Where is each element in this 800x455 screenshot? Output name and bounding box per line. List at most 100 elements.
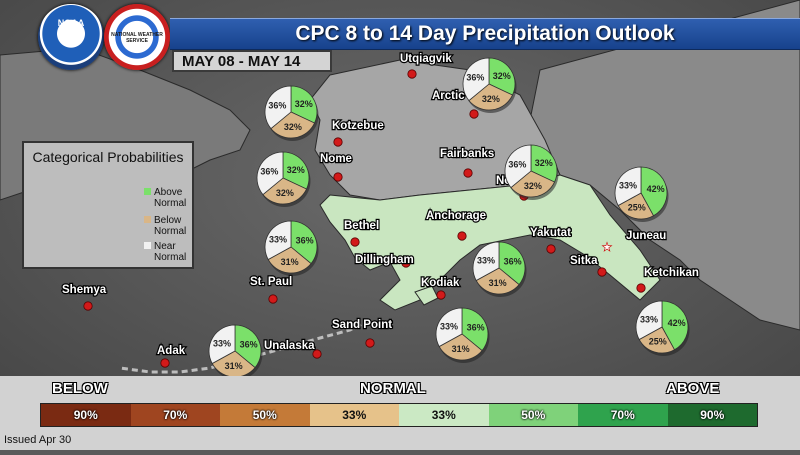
city-label-ketchikan: Ketchikan — [644, 267, 699, 279]
pie-label-near: 36% — [260, 167, 278, 177]
scale-below-label: BELOW — [52, 380, 108, 397]
pie-label-above: 36% — [296, 236, 314, 246]
outlook-pie-kodiak: 36% 31% 33% — [435, 307, 490, 363]
city-dot-bethel — [350, 237, 360, 247]
city-label-nome: Nome — [320, 153, 352, 165]
city-dot-sand-point — [365, 338, 375, 348]
key-below-swatch — [144, 216, 151, 223]
scale-segment-label: 33% — [431, 408, 456, 422]
city-label-dillingham: Dillingham — [355, 254, 414, 266]
pie-label-above: 36% — [467, 323, 485, 333]
scale-segment: 50% — [488, 404, 578, 426]
pie-slice-below — [475, 267, 520, 295]
pie-slice-near — [635, 300, 663, 341]
city-dot-ketchikan — [636, 283, 646, 293]
pie-slice-above — [234, 324, 262, 369]
scale-segment: 90% — [667, 404, 757, 426]
city-label-kotzebue: Kotzebue — [332, 120, 384, 132]
outlook-pie-northway: 32% 32% 36% — [504, 144, 559, 200]
pie-label-above: 42% — [647, 184, 665, 194]
pie-label-below: 25% — [649, 336, 667, 346]
pie-label-below: 31% — [489, 278, 507, 288]
pie-slice-below — [438, 333, 483, 361]
pie-label-below: 25% — [628, 202, 646, 212]
scale-segment-label: 90% — [73, 408, 98, 422]
outlook-pie-ketchikan: 42%25% 33% — [635, 300, 690, 356]
pie-slice-near — [435, 307, 463, 348]
outlook-pie-bethel: 36% 31% 33% — [264, 220, 319, 276]
scale-segment: 33% — [399, 404, 489, 426]
city-dot-nome — [333, 172, 343, 182]
city-label-sitka: Sitka — [570, 255, 598, 267]
issued-date: Issued Apr 30 — [4, 434, 72, 446]
title-bar: CPC 8 to 14 Day Precipitation Outlook — [170, 18, 800, 50]
pie-slice-below — [617, 192, 655, 220]
city-dot-anchorage — [457, 231, 467, 241]
city-label-adak: Adak — [157, 345, 186, 357]
outlook-pie-kotzebue: 32% 32% 36% — [264, 85, 319, 141]
pie-layer: 32%32%36%32%32%36%32%32%36%32%32%36%42%2… — [208, 57, 690, 380]
key-near-label-1: Near — [154, 241, 176, 252]
city-label-fairbanks: Fairbanks — [440, 148, 494, 160]
pie-label-near: 36% — [466, 73, 484, 83]
pie-label-near: 33% — [477, 255, 495, 265]
page-title: CPC 8 to 14 Day Precipitation Outlook — [295, 22, 675, 45]
scale-segment: 33% — [309, 404, 399, 426]
pie-label-near: 33% — [619, 180, 637, 190]
city-label-st-paul: St. Paul — [250, 276, 292, 288]
key-item-near: Near Normal — [144, 241, 186, 263]
pie-slice-near — [462, 57, 490, 102]
pie-slice-above — [290, 85, 318, 124]
key-below-label-2: Normal — [154, 226, 187, 237]
pie-slice-near — [256, 151, 284, 196]
outlook-pie-nome: 32% 32% 36% — [256, 151, 311, 207]
pie-slice-near — [264, 85, 292, 130]
pie-label-above: 32% — [535, 158, 553, 168]
outlook-pie-utqiagvik: 32% 32% 36% — [462, 57, 517, 113]
noaa-logo-text: NOAA — [57, 18, 85, 28]
city-dot-fairbanks — [463, 168, 473, 178]
pie-slice-below — [468, 83, 514, 111]
date-range-box: MAY 08 - MAY 14 — [172, 50, 332, 72]
city-label-juneau: Juneau — [626, 230, 666, 242]
pie-label-above: 42% — [668, 318, 686, 328]
scale-segment: 70% — [130, 404, 220, 426]
scale-segment-label: 50% — [252, 408, 277, 422]
city-dot-sitka — [597, 267, 607, 277]
scale-segment: 70% — [578, 404, 668, 426]
pie-slice-below — [638, 326, 676, 354]
city-dot-yakutat — [546, 244, 556, 254]
pie-slice-below — [262, 177, 308, 205]
pie-label-below: 31% — [452, 344, 470, 354]
city-label-yakutat: Yakutat — [530, 227, 571, 239]
key-below-label-1: Below — [154, 215, 182, 226]
pie-slice-near — [472, 241, 500, 282]
probability-scale: 90% 70% 50% 33% 33% 50% 70% 90% — [40, 403, 758, 427]
pie-slice-above — [661, 300, 689, 351]
nws-logo-text: NATIONAL WEATHER SERVICE — [111, 32, 163, 44]
pie-label-below: 32% — [276, 188, 294, 198]
key-item-below: Below Normal — [144, 215, 186, 237]
city-label-kodiak: Kodiak — [421, 277, 460, 289]
pie-label-above: 36% — [504, 257, 522, 267]
pie-label-above: 32% — [493, 71, 511, 81]
key-near-swatch — [144, 242, 151, 249]
scale-segment: 90% — [41, 404, 131, 426]
outlook-pie-juneau: 42%25% 33% — [614, 166, 669, 222]
pie-label-above: 32% — [287, 165, 305, 175]
key-near-label-2: Normal — [154, 252, 187, 263]
city-label-sand-point: Sand Point — [332, 319, 392, 331]
city-dot-shemya — [83, 301, 93, 311]
city-label-shemya: Shemya — [62, 284, 107, 296]
outlook-pie-anchorage: 36% 31% 33% — [472, 241, 527, 297]
scale-normal-label: NORMAL — [360, 380, 426, 397]
key-item-above: Above Normal — [144, 187, 186, 209]
city-label-bethel: Bethel — [344, 220, 379, 232]
outlook-pie-adak: 36% 31% 33% — [208, 324, 263, 380]
scale-segment-label: 33% — [342, 408, 367, 422]
scale-segment-label: 50% — [521, 408, 546, 422]
city-dot-utqiagvik — [407, 69, 417, 79]
scale-segment-label: 90% — [700, 408, 725, 422]
pie-label-below: 31% — [225, 361, 243, 371]
